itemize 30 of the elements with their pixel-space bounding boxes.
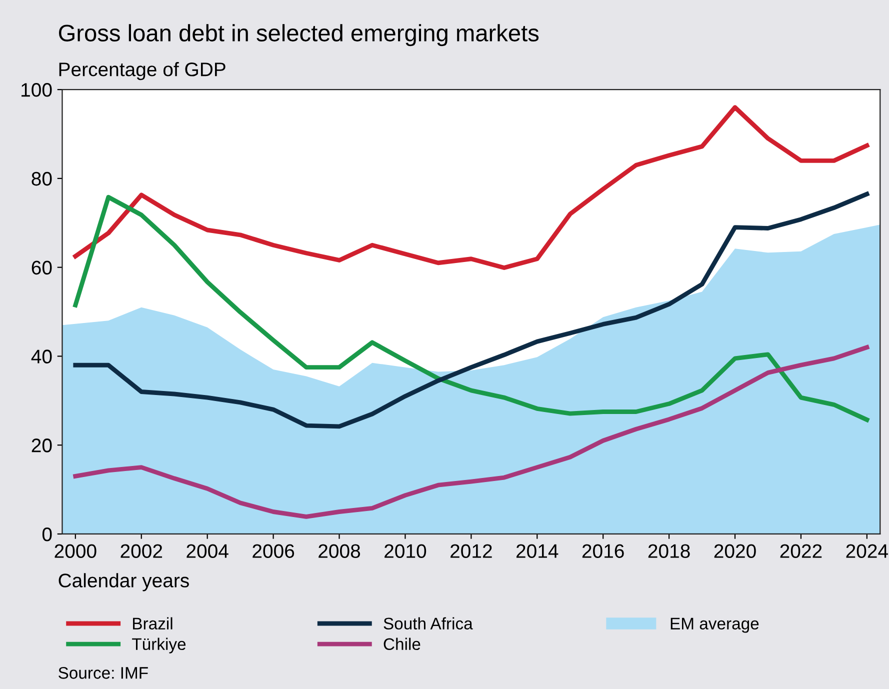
legend-label: South Africa (384, 617, 473, 630)
chart-title: Gross loan debt in selected emerging markets (58, 24, 539, 46)
x-tick-label: 2024 (846, 544, 888, 558)
legend-label: Türkiye (132, 638, 186, 654)
y-tick-label: 0 (42, 527, 52, 542)
y-axis-title: Percentage of GDP (59, 62, 226, 80)
y-tick-label: 80 (32, 172, 52, 186)
x-tick-label: 2004 (186, 544, 228, 558)
y-tick-label: 60 (32, 260, 52, 275)
x-tick-label: 2002 (120, 544, 162, 558)
x-tick-label: 2000 (54, 544, 96, 558)
x-tick-label: 2018 (648, 544, 690, 558)
y-tick-label: 100 (22, 83, 52, 97)
x-tick-label: 2014 (516, 544, 558, 558)
line-series (73, 105, 870, 270)
y-tick-label: 20 (32, 438, 52, 452)
line-series (73, 345, 870, 519)
x-tick-label: 2006 (252, 544, 294, 558)
y-tick-label: 40 (31, 350, 52, 364)
legend-label: EM average (670, 618, 759, 633)
legend-label: Brazil (133, 617, 172, 630)
legend-label: Chile (384, 638, 420, 650)
x-axis-title: Calendar years (58, 573, 189, 592)
x-tick-label: 2008 (318, 544, 360, 558)
x-tick-label: 2022 (780, 544, 822, 558)
x-tick-label: 2020 (714, 544, 756, 558)
x-tick-label: 2010 (384, 544, 426, 558)
x-tick-label: 2016 (582, 544, 624, 558)
x-tick-label: 2012 (450, 544, 492, 558)
source-note: Source: IMF (58, 667, 148, 679)
